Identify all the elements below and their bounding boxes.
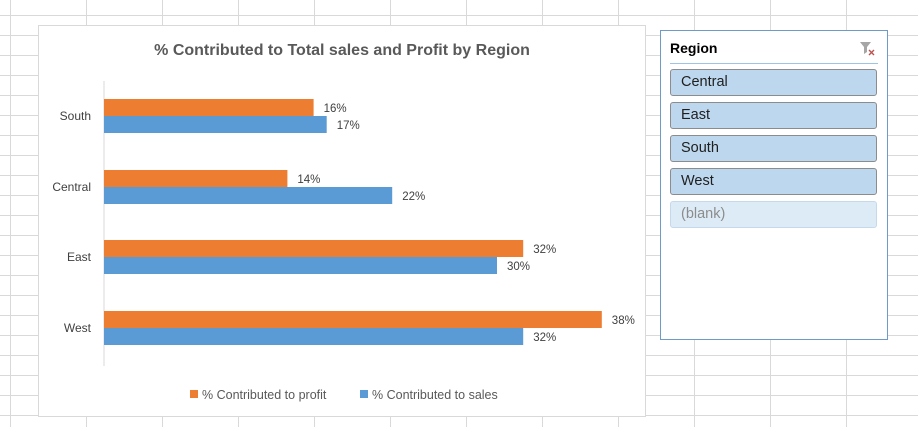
data-label-profit-east: 32%	[533, 244, 556, 256]
data-label-sales-south: 17%	[337, 120, 360, 132]
slicer-item-south[interactable]: South	[670, 135, 877, 162]
bar-profit-west[interactable]	[104, 311, 602, 328]
bar-sales-west[interactable]	[104, 328, 524, 345]
slicer-item-label: South	[681, 140, 719, 156]
bar-chart: % Contributed to Total sales and Profit …	[52, 42, 635, 402]
slicer-item-west[interactable]: West	[670, 168, 877, 195]
clear-filter-icon[interactable]	[858, 39, 876, 57]
data-label-sales-east: 30%	[507, 261, 530, 273]
region-slicer[interactable]: Region Central East South West (blank)	[660, 30, 888, 340]
chart-area[interactable]: % Contributed to Total sales and Profit …	[38, 25, 646, 417]
slicer-header: Region	[670, 39, 878, 64]
slicer-item-label: East	[681, 107, 711, 123]
legend-label-profit[interactable]: % Contributed to profit	[202, 388, 327, 402]
category-label-south: South	[60, 109, 91, 123]
slicer-item-label: Central	[681, 74, 728, 90]
slicer-item-east[interactable]: East	[670, 102, 877, 129]
bar-profit-east[interactable]	[104, 240, 524, 257]
bar-sales-south[interactable]	[104, 116, 327, 133]
slicer-title: Region	[670, 40, 718, 56]
slicer-item-label: West	[681, 173, 714, 189]
category-label-central: Central	[52, 180, 91, 194]
slicer-item-label: (blank)	[681, 206, 726, 222]
category-label-west: West	[64, 321, 92, 335]
legend-swatch-sales	[360, 390, 368, 398]
legend-label-sales[interactable]: % Contributed to sales	[372, 388, 498, 402]
data-label-profit-central: 14%	[297, 174, 320, 186]
bar-sales-east[interactable]	[104, 257, 497, 274]
legend-swatch-profit	[190, 390, 198, 398]
bar-sales-central[interactable]	[104, 187, 393, 204]
category-label-east: East	[67, 250, 92, 264]
data-label-profit-south: 16%	[324, 103, 347, 115]
slicer-item-blank[interactable]: (blank)	[670, 201, 877, 228]
data-label-sales-west: 32%	[533, 332, 556, 344]
slicer-item-central[interactable]: Central	[670, 69, 877, 96]
data-label-profit-west: 38%	[612, 315, 635, 327]
bar-profit-south[interactable]	[104, 99, 314, 116]
chart-title: % Contributed to Total sales and Profit …	[154, 42, 530, 59]
data-label-sales-central: 22%	[402, 191, 425, 203]
bar-profit-central[interactable]	[104, 170, 288, 187]
